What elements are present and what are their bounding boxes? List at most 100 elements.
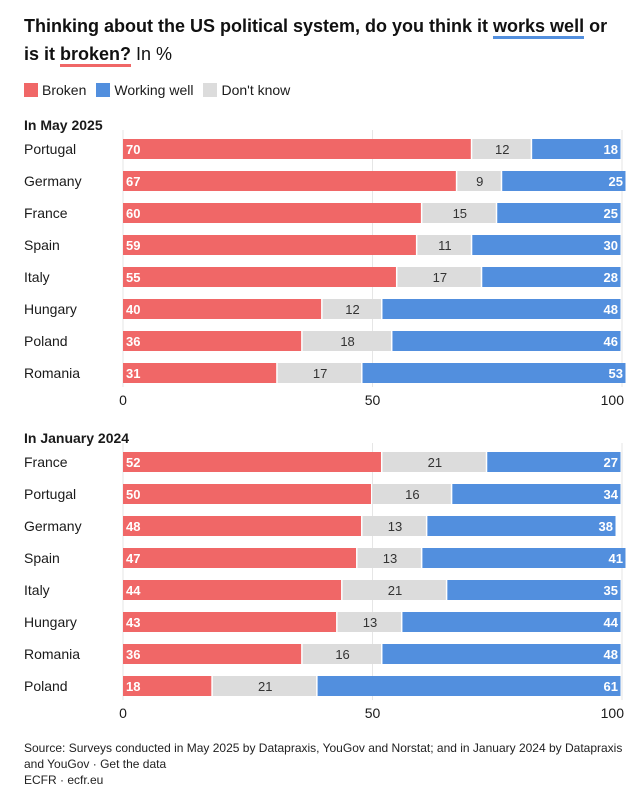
bar-don-t-know: [382, 452, 486, 472]
bar-don-t-know: [337, 612, 401, 632]
bar-broken: [123, 516, 362, 536]
bar-broken: [123, 580, 342, 600]
category-label: Spain: [24, 550, 60, 566]
title-text: Thinking about the US political system, …: [24, 16, 494, 36]
data-label: 21: [388, 583, 402, 598]
data-label: 46: [604, 334, 618, 349]
bar-don-t-know: [362, 516, 426, 536]
bar-working-well: [317, 676, 621, 696]
panel-title-january-2024: In January 2024: [24, 430, 130, 446]
bar-don-t-know: [357, 548, 421, 568]
legend: Broken Working well Don't know: [24, 82, 290, 98]
bar-broken: [123, 612, 337, 632]
data-label: 16: [335, 647, 349, 662]
data-label: 18: [340, 334, 354, 349]
category-label: Germany: [24, 518, 82, 534]
bar-broken: [123, 676, 212, 696]
legend-item-dont-know[interactable]: Don't know: [203, 82, 290, 98]
data-label: 17: [433, 270, 447, 285]
bar-working-well: [472, 235, 621, 255]
title-unit: In %: [131, 44, 173, 64]
chart-january-2024: France 52 21 27 Portugal 50 16 34 Germany 48 13 38 S…: [24, 443, 626, 721]
data-label: 17: [313, 366, 327, 381]
data-label: 16: [405, 487, 419, 502]
data-label: 15: [453, 206, 467, 221]
bar-working-well: [382, 644, 621, 664]
bar-broken: [123, 235, 416, 255]
title-highlight-works-well: works well: [493, 16, 585, 39]
bar-broken: [123, 452, 381, 472]
category-label: Germany: [24, 173, 82, 189]
data-label: 28: [604, 270, 618, 285]
data-label: 50: [126, 487, 140, 502]
bar-don-t-know: [422, 203, 496, 223]
title-highlight-broken: broken?: [60, 44, 132, 67]
legend-item-working-well[interactable]: Working well: [96, 82, 193, 98]
data-label: 48: [604, 302, 618, 317]
legend-swatch-working-well: [96, 83, 111, 97]
data-label: 36: [126, 334, 140, 349]
tick-label: 100: [601, 705, 625, 721]
bar-don-t-know: [277, 363, 362, 383]
data-label: 44: [126, 583, 141, 598]
chart-title: Thinking about the US political system, …: [24, 12, 624, 68]
title-text-2: or is it: [24, 16, 608, 64]
tick-label: 0: [119, 392, 127, 408]
bar-working-well: [422, 548, 626, 568]
data-label: 34: [604, 487, 619, 502]
category-label: Poland: [24, 333, 68, 349]
legend-swatch-broken: [24, 83, 38, 97]
category-label: France: [24, 454, 68, 470]
data-label: 52: [126, 455, 140, 470]
category-label: Hungary: [24, 614, 77, 630]
bar-working-well: [487, 452, 621, 472]
data-label: 40: [126, 302, 140, 317]
data-label: 25: [604, 206, 618, 221]
tick-label: 50: [365, 392, 381, 408]
data-label: 70: [126, 142, 140, 157]
data-label: 9: [476, 174, 483, 189]
tick-label: 100: [601, 392, 625, 408]
tick-label: 0: [119, 705, 127, 721]
data-label: 21: [258, 679, 272, 694]
bar-broken: [123, 548, 357, 568]
data-label: 13: [363, 615, 377, 630]
data-label: 31: [126, 366, 140, 381]
data-label: 18: [604, 142, 618, 157]
bar-don-t-know: [417, 235, 471, 255]
legend-label: Broken: [42, 82, 87, 98]
chart-may-2025: Portugal 70 12 18 Germany 67 9 25 France 60 15 25 Sp…: [24, 130, 626, 408]
bar-broken: [123, 331, 302, 351]
bar-broken: [123, 484, 371, 504]
category-label: Italy: [24, 582, 50, 598]
data-label: 30: [604, 238, 618, 253]
category-label: Romania: [24, 365, 80, 381]
data-label: 27: [604, 455, 618, 470]
get-the-data-link[interactable]: Get the data: [100, 757, 167, 771]
bar-don-t-know: [457, 171, 501, 191]
bar-broken: [123, 644, 302, 664]
data-label: 59: [126, 238, 140, 253]
legend-item-broken[interactable]: Broken: [24, 82, 86, 98]
data-label: 60: [126, 206, 140, 221]
data-label: 48: [126, 519, 140, 534]
category-label: Hungary: [24, 301, 77, 317]
data-label: 21: [428, 455, 442, 470]
bar-don-t-know: [372, 484, 451, 504]
legend-label: Working well: [114, 82, 194, 98]
bar-working-well: [362, 363, 626, 383]
data-label: 25: [609, 174, 623, 189]
data-label: 53: [609, 366, 623, 381]
category-label: Portugal: [24, 486, 76, 502]
data-label: 55: [126, 270, 140, 285]
bar-don-t-know: [472, 139, 531, 159]
category-label: Romania: [24, 646, 80, 662]
bar-broken: [123, 267, 396, 287]
data-label: 43: [126, 615, 140, 630]
bar-working-well: [452, 484, 621, 504]
bar-broken: [123, 363, 277, 383]
bar-don-t-know: [397, 267, 481, 287]
data-label: 41: [609, 551, 623, 566]
data-label: 35: [604, 583, 618, 598]
bar-don-t-know: [342, 580, 446, 600]
